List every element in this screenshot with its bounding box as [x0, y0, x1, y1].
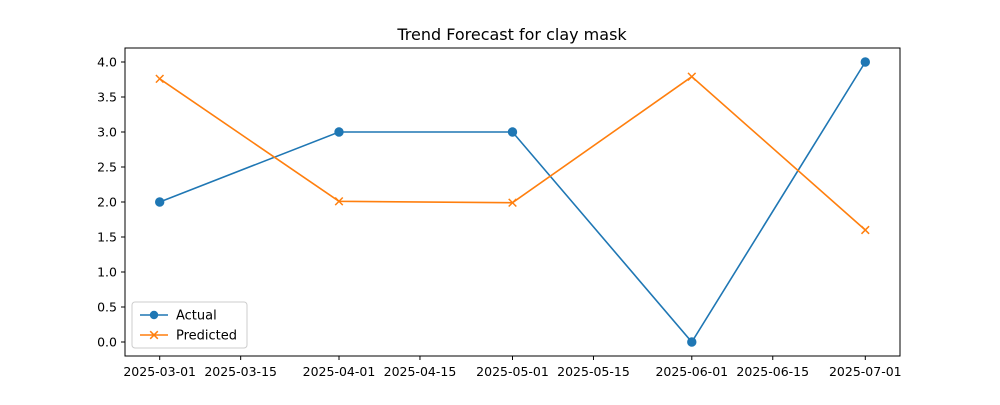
data-point — [155, 74, 165, 84]
x-marker-stroke — [860, 225, 870, 235]
x-tick-label: 2025-03-15 — [204, 364, 277, 379]
legend-item-actual: Actual — [140, 309, 217, 324]
x-marker-stroke — [687, 72, 697, 82]
y-tick-label: 1.5 — [97, 230, 117, 245]
legend-label: Predicted — [176, 329, 237, 344]
legend-box — [131, 301, 248, 349]
data-point — [860, 225, 870, 235]
y-tick-label: 1.0 — [97, 265, 117, 280]
x-tick-label: 2025-04-01 — [303, 364, 376, 379]
data-point — [507, 127, 518, 137]
y-tick-label: 0.0 — [97, 335, 117, 350]
series-layer — [155, 57, 870, 347]
chart-title: Trend Forecast for clay mask — [396, 25, 627, 44]
data-point — [687, 72, 697, 82]
legend-marker — [149, 310, 159, 320]
legend-marker — [149, 330, 159, 340]
data-point — [687, 337, 697, 347]
data-point — [508, 198, 517, 208]
x-tick-label: 2025-05-15 — [557, 364, 630, 379]
x-marker-stroke — [508, 198, 517, 208]
x-axis: 2025-03-01 2025-03-15 2025-04-01 2025-04-15… — [123, 356, 902, 379]
legend-item-predicted: Predicted — [140, 329, 237, 344]
series-predicted — [155, 72, 870, 235]
x-tick-label: 2025-03-01 — [123, 364, 196, 379]
series-line — [159, 75, 866, 231]
y-tick-label: 0.5 — [97, 300, 117, 315]
data-point — [334, 196, 344, 206]
x-tick-label: 2025-07-01 — [829, 364, 902, 379]
y-tick-label: 2.5 — [97, 160, 117, 175]
y-tick-label: 4.0 — [97, 55, 117, 70]
x-tick-label: 2025-05-01 — [476, 364, 549, 379]
y-tick-label: 3.0 — [97, 125, 117, 140]
data-point — [155, 197, 165, 207]
data-point — [860, 57, 870, 67]
x-tick-label: 2025-06-15 — [736, 364, 809, 379]
data-point — [334, 127, 344, 137]
x-marker-stroke — [155, 74, 165, 84]
legend-label: Actual — [176, 309, 217, 324]
series-actual — [155, 57, 870, 347]
y-axis: 0.0 0.5 1.0 1.5 2.0 2.5 3.0 3.5 4.0 — [97, 55, 125, 350]
y-tick-label: 2.0 — [97, 195, 117, 210]
x-marker-stroke — [334, 196, 344, 206]
x-tick-label: 2025-04-15 — [384, 364, 457, 379]
y-tick-label: 3.5 — [97, 90, 117, 105]
legend: Actual Predicted — [131, 301, 248, 349]
x-tick-label: 2025-06-01 — [655, 364, 728, 379]
